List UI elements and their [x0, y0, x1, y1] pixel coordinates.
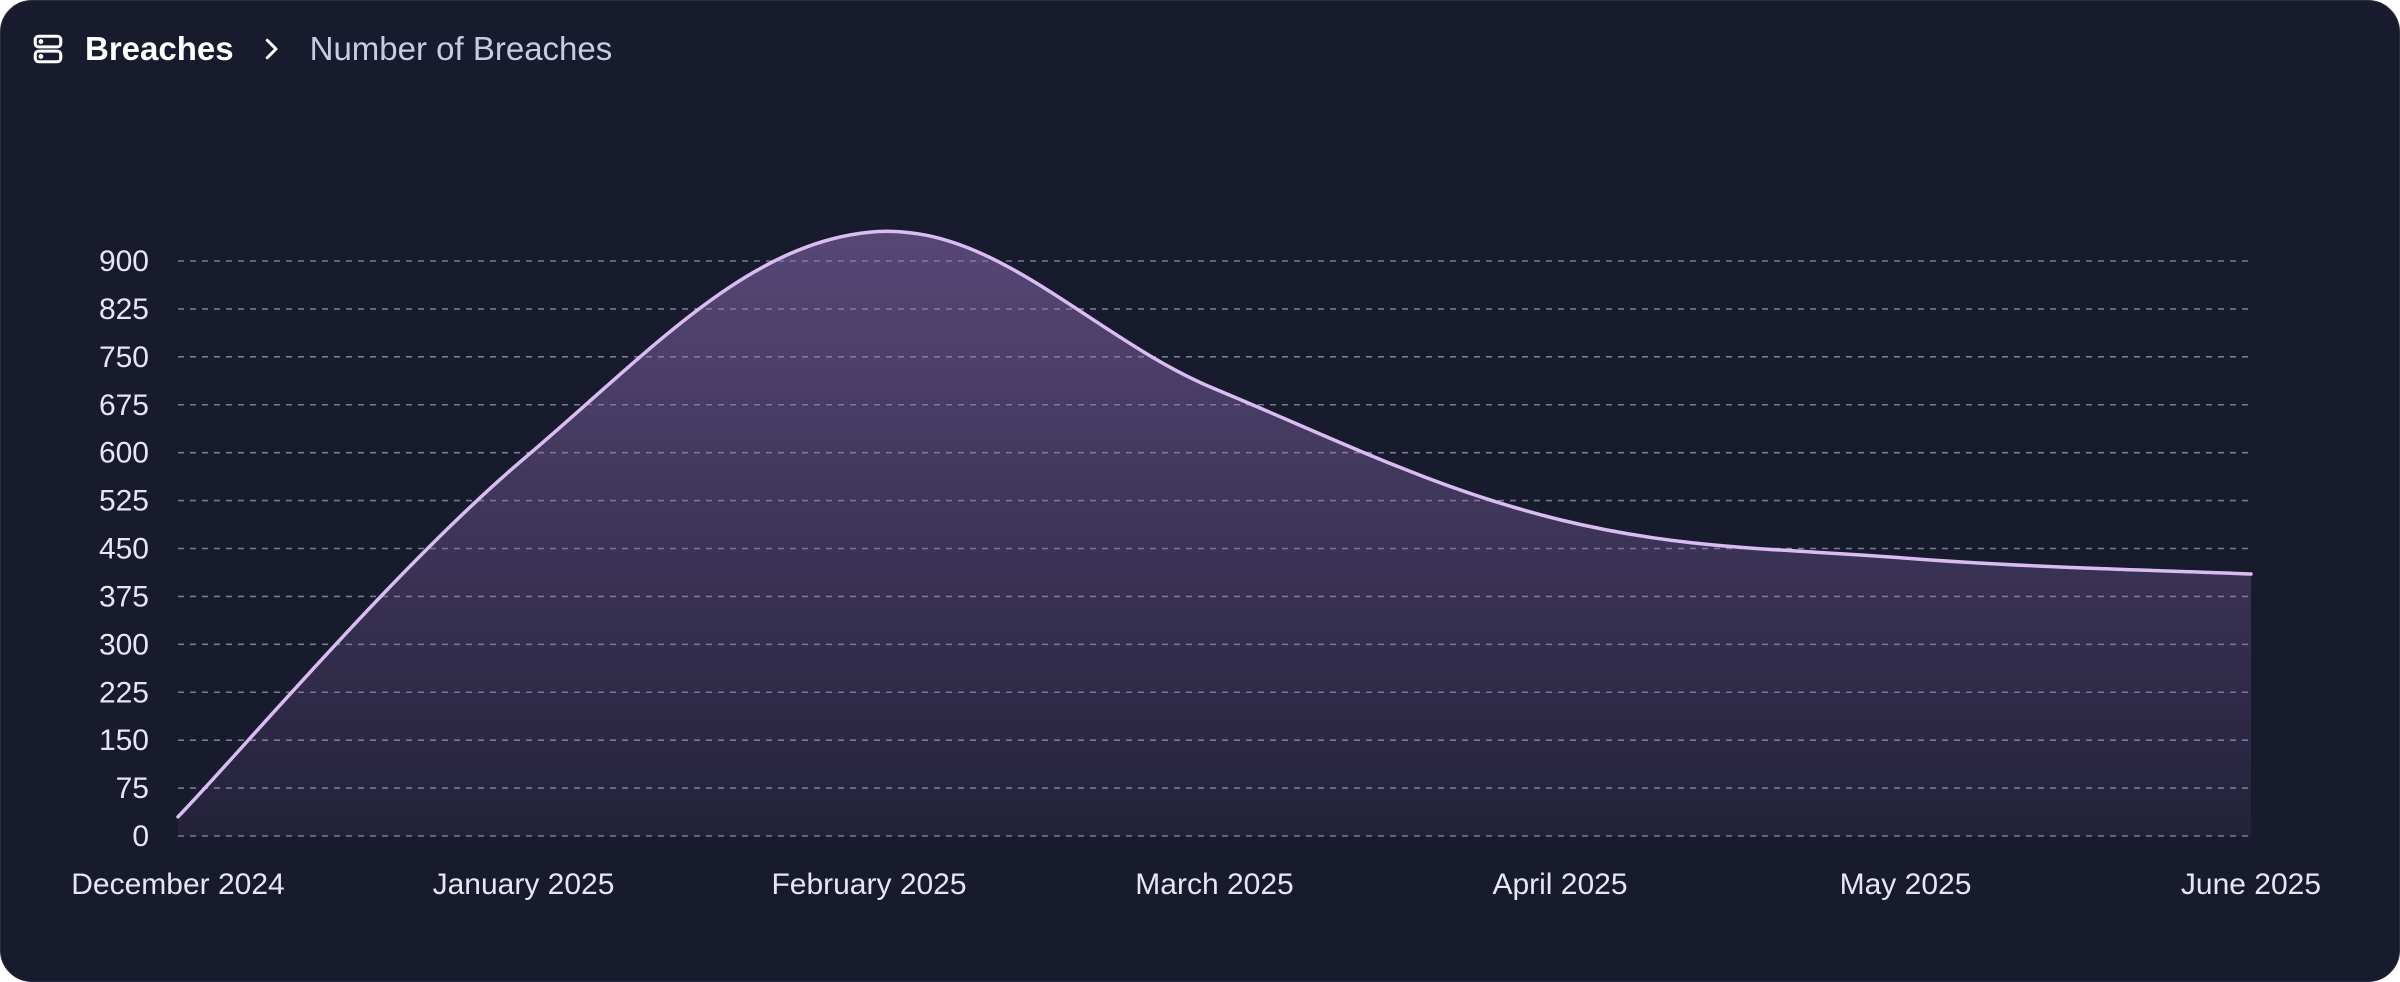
y-tick-label: 600: [99, 437, 149, 470]
y-tick-label: 0: [132, 820, 149, 853]
y-tick-label: 825: [99, 293, 149, 326]
y-tick-label: 75: [116, 772, 149, 805]
y-tick-label: 900: [99, 245, 149, 278]
series-area: [178, 231, 2251, 836]
series-line: [176, 229, 2253, 819]
x-tick-label: June 2025: [2181, 868, 2321, 901]
y-tick-label: 225: [99, 676, 149, 709]
y-tick-label: 525: [99, 485, 149, 518]
y-tick-label: 450: [99, 533, 149, 566]
breadcrumb: Breaches Number of Breaches: [31, 27, 612, 71]
x-tick-label: January 2025: [433, 868, 615, 901]
y-tick-label: 375: [99, 580, 149, 613]
y-tick-label: 300: [99, 628, 149, 661]
x-tick-label: April 2025: [1492, 868, 1627, 901]
x-tick-label: May 2025: [1840, 868, 1972, 901]
y-tick-label: 675: [99, 389, 149, 422]
y-tick-label: 750: [99, 341, 149, 374]
x-tick-label: February 2025: [771, 868, 966, 901]
y-axis-labels: 0 75 150 225 300 375 450 525 600 675 750 825 900: [99, 245, 149, 853]
breadcrumb-root[interactable]: Breaches: [85, 30, 234, 67]
chevron-right-icon: [265, 38, 278, 60]
x-axis-labels: December 2024 January 2025 February 2025 Ma…: [71, 868, 2321, 901]
x-tick-label: March 2025: [1135, 868, 1293, 901]
x-tick-label: December 2024: [71, 868, 284, 901]
breadcrumb-current: Number of Breaches: [309, 30, 613, 67]
server-stack-icon: [33, 34, 63, 64]
y-tick-label: 150: [99, 724, 149, 757]
